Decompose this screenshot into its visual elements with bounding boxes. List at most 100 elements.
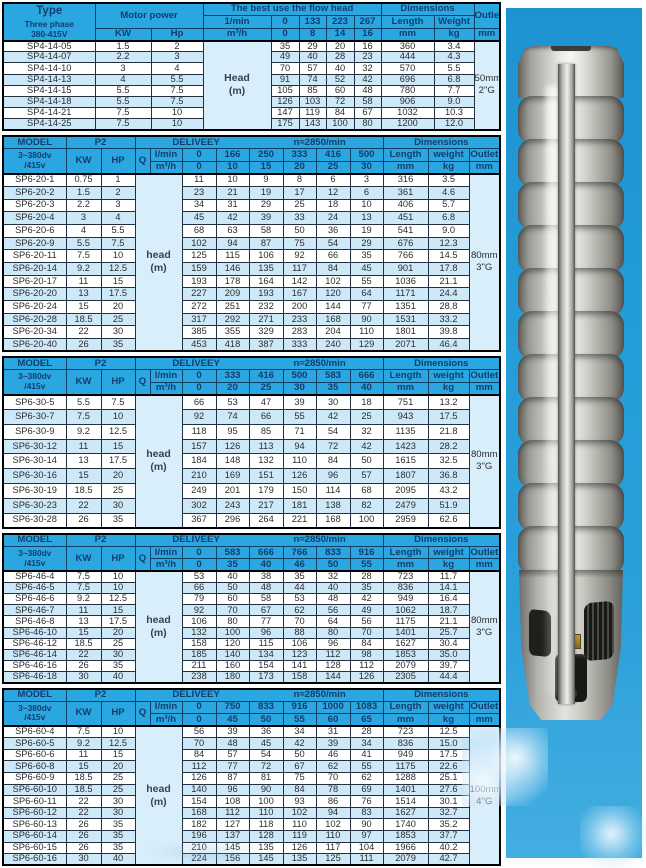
kw-cell: 0.75: [65, 173, 102, 187]
head-value-cell: 96: [315, 468, 351, 485]
table-row: SP6-30-16 15 20 210 169 151 126 96 57 1807 36.8: [2, 468, 500, 485]
model-cell: SP6-60-10: [2, 783, 67, 797]
flow-value-header: 45: [215, 713, 250, 727]
model-cell: SP6-60-14: [2, 830, 67, 843]
flow-value-header: 0: [181, 713, 217, 727]
head-value-cell: 58: [353, 95, 382, 109]
hp-cell: 5.5: [150, 73, 204, 86]
hp-cell: 12.5: [100, 593, 136, 606]
model-cell: SP6-30-9: [2, 423, 67, 440]
model-cell: SP6-46-4: [2, 570, 67, 584]
head-value-cell: 62: [315, 760, 351, 774]
model-cell: SP6-46-12: [2, 637, 67, 650]
head-value-cell: 39: [315, 737, 351, 750]
head-label-cell: head (m): [134, 173, 183, 352]
weight-cell: 18.7: [427, 604, 470, 617]
length-cell: 2479: [382, 497, 429, 514]
model-cell: SP6-46-7: [2, 604, 67, 617]
col-header-q: Q: [134, 700, 151, 727]
col-header-deliveey: DELIVEEY n≈2850/min: [134, 688, 384, 702]
head-value-cell: 100: [325, 118, 355, 131]
head-value-cell: 264: [248, 512, 284, 529]
col-header-dimensions: Dimensions: [382, 135, 501, 150]
weight-cell: 42.7: [427, 853, 470, 866]
table-row: SP6-46-10 15 20 132 100 96 88 80 70 1401 25.7: [2, 626, 500, 639]
head-value-cell: 175: [270, 118, 300, 131]
head-value-cell: 38: [248, 570, 284, 584]
table-row: SP6-20-20 13 17.5 227 209 193 167 120 64 1171 24.4: [2, 287, 500, 301]
head-value-cell: 111: [349, 853, 384, 866]
hp-cell: 35: [100, 841, 136, 855]
head-value-cell: 31: [315, 725, 351, 739]
kw-cell: 2.2: [65, 198, 102, 213]
head-value-cell: 387: [248, 338, 284, 352]
col-header-outlet: Outlet: [468, 700, 501, 715]
head-value-cell: 10: [349, 198, 384, 213]
model-cell: SP6-20-9: [2, 236, 67, 251]
head-value-cell: 283: [282, 325, 317, 340]
head-value-cell: 56: [315, 604, 351, 617]
pump-photo: [146, 8, 646, 868]
flow-value-header: 133: [298, 15, 327, 29]
table-row: SP6-60-8 15 20 112 77 72 67 62 55 1175 22.6: [2, 760, 500, 774]
table-row: SP6-30-7 7.5 10 92 74 66 55 42 25 943 17.5: [2, 409, 500, 425]
flow-value-header: 16: [353, 27, 382, 41]
hp-cell: 20: [100, 760, 136, 774]
head-value-cell: 40: [298, 51, 327, 64]
table-row: SP4-14-13 4 5.5 91 74 52 42 696 6.8: [2, 73, 500, 86]
head-value-cell: 128: [315, 659, 351, 672]
unit-mm: mm: [468, 713, 501, 727]
head-value-cell: 84: [349, 637, 384, 650]
kw-cell: 7.5: [65, 409, 102, 425]
head-value-cell: 53: [215, 394, 250, 411]
outlet-size: 80mm: [470, 615, 498, 627]
kw-cell: 15: [65, 626, 102, 639]
unit-mm: mm: [468, 381, 501, 396]
flow-value-header: 50: [315, 558, 351, 572]
head-value-cell: 151: [248, 468, 284, 485]
length-cell: 751: [382, 394, 429, 411]
model-cell: SP6-20-34: [2, 325, 67, 340]
col-header-motor-power: Motor power: [94, 2, 204, 29]
head-value-cell: 93: [282, 795, 317, 808]
head-value-cell: 54: [315, 236, 351, 251]
head-value-cell: 30: [315, 394, 351, 411]
unit-kg: kg: [427, 558, 470, 572]
head-value-cell: 10: [215, 173, 250, 187]
flow-value-header: 416: [315, 148, 351, 162]
head-value-cell: 35: [282, 570, 317, 584]
weight-cell: 27.6: [427, 783, 470, 797]
head-value-cell: 128: [248, 830, 284, 843]
head-value-cell: 105: [270, 84, 300, 98]
table-row: SP6-46-6 9.2 12.5 79 60 58 53 48 42 949 16.4: [2, 593, 500, 606]
col-header-voltage: 3~380dv/415v: [2, 700, 67, 727]
flow-value-header: 65: [349, 713, 384, 727]
col-header-p2: P2: [65, 135, 136, 150]
kw-cell: 18.5: [65, 783, 102, 797]
head-value-cell: 40: [325, 62, 355, 75]
length-cell: 1531: [382, 312, 429, 327]
kw-cell: 22: [65, 795, 102, 808]
head-label-cell: head (m): [134, 394, 183, 529]
hp-cell: 15: [100, 748, 136, 762]
col-header-hp: HP: [100, 369, 136, 396]
kw-cell: 22: [65, 806, 102, 820]
voltage-line: 3~380dv: [18, 150, 52, 161]
kw-cell: 3: [65, 211, 102, 225]
flow-value-header: 0: [181, 160, 217, 175]
kw-cell: 30: [65, 670, 102, 684]
head-value-cell: 55: [349, 274, 384, 289]
model-cell: SP4-14-25: [2, 118, 96, 131]
kw-cell: 1.5: [94, 39, 152, 53]
col-header-type: Type Three phase 380-415V: [2, 2, 96, 41]
weight-cell: 21.8: [427, 423, 470, 440]
table-row: SP6-60-6 11 15 84 57 54 50 46 41 949 17.5: [2, 748, 500, 762]
hp-cell: 20: [100, 468, 136, 485]
col-header-unit-top: l/min: [149, 700, 183, 715]
voltage-line: 3~380dv: [18, 548, 52, 559]
head-value-cell: 55: [282, 409, 317, 425]
head-value-cell: 210: [181, 841, 217, 855]
col-header-model: MODEL: [2, 688, 67, 702]
head-value-cell: 50: [282, 748, 317, 762]
flow-value-header: 10: [215, 160, 250, 175]
